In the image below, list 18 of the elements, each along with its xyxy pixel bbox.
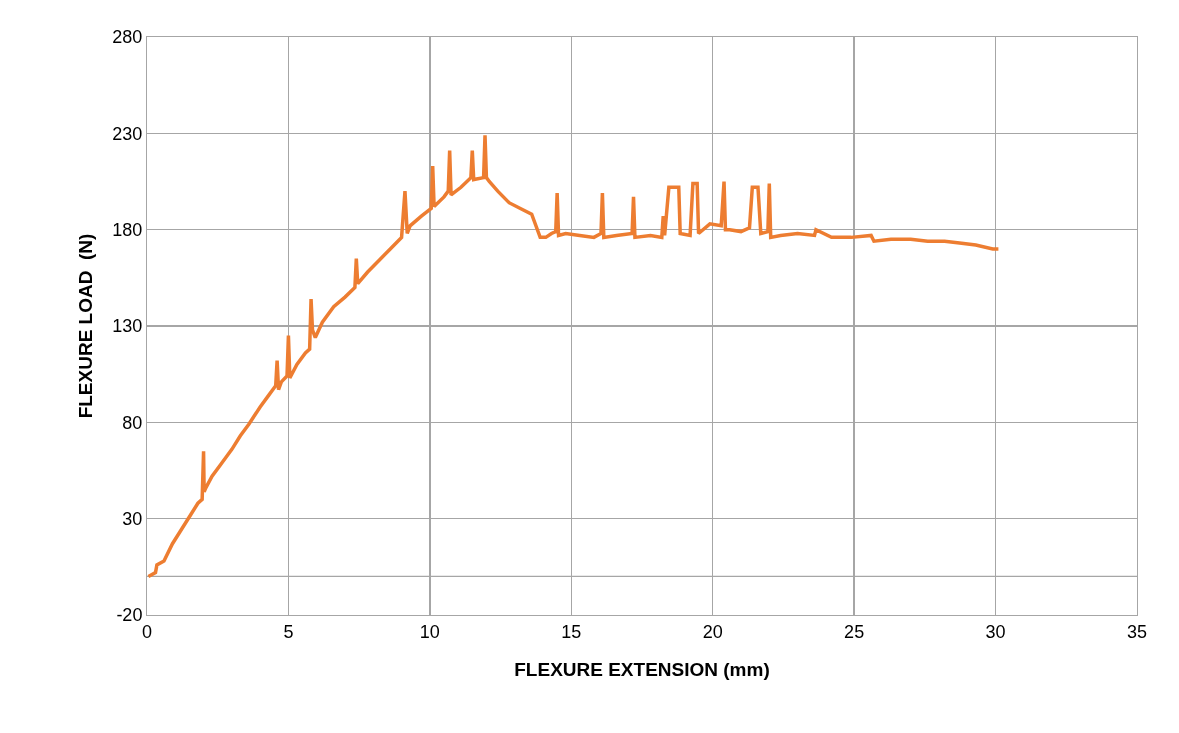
x-tick-label: 30 bbox=[985, 621, 1006, 642]
x-tick-label: 15 bbox=[561, 621, 582, 642]
y-tick-label: 130 bbox=[112, 316, 143, 337]
y-tick-label: 80 bbox=[122, 412, 143, 433]
x-tick-label: 0 bbox=[141, 621, 153, 642]
x-tick-label: 20 bbox=[702, 621, 723, 642]
y-tick-label: 30 bbox=[122, 508, 143, 529]
line-series bbox=[147, 133, 1001, 579]
x-tick-label: 35 bbox=[1126, 621, 1148, 642]
y-tick-label: 230 bbox=[112, 123, 143, 144]
x-tick-label: 5 bbox=[283, 621, 294, 642]
y-tick-label: 280 bbox=[112, 27, 143, 48]
x-tick-label: 25 bbox=[844, 621, 865, 642]
y-tick-label: 180 bbox=[112, 219, 143, 240]
y-axis-title: FLEXURE LOAD (N) bbox=[75, 233, 97, 419]
x-tick-label: 10 bbox=[419, 621, 440, 642]
x-axis-title: FLEXURE EXTENSION (mm) bbox=[514, 659, 770, 681]
y-tick-label: -20 bbox=[116, 605, 143, 626]
